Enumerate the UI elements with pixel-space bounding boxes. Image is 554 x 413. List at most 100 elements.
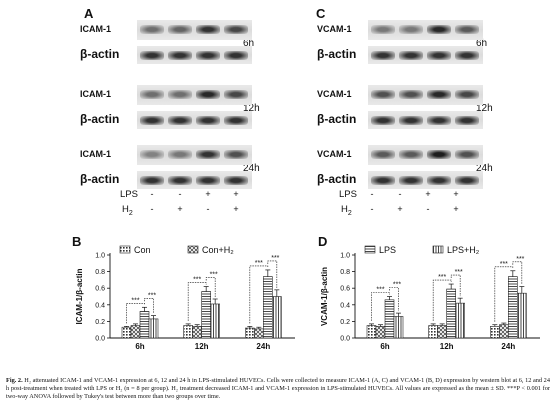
y-tick-label: 1.0: [340, 253, 350, 260]
actin-blot-strip: [137, 46, 252, 64]
h2-value: +: [453, 204, 459, 214]
target-label: ICAM-1: [80, 149, 111, 159]
time-label: 24h: [243, 163, 260, 174]
actin-blot-strip: [368, 46, 483, 64]
target-label: VCAM-1: [317, 24, 352, 34]
significance-label: ***: [131, 297, 139, 304]
legend-label: LPS: [379, 245, 396, 255]
significance-label: ***: [516, 256, 524, 263]
significance-label: ***: [148, 292, 156, 299]
actin-band: [196, 51, 220, 60]
bar: [490, 326, 500, 339]
actin-band: [371, 116, 395, 125]
bar: [437, 325, 447, 339]
legend-swatch: [432, 245, 444, 254]
caption-text: H₂ attenuated ICAM-1 and VCAM-1 expressi…: [6, 377, 550, 401]
significance-bracket: [205, 277, 216, 297]
significance-bracket: [389, 287, 399, 312]
actin-band: [224, 176, 248, 185]
lps-value: +: [233, 189, 239, 199]
actin-band: [168, 176, 192, 185]
y-tick-label: 0.6: [95, 286, 105, 293]
significance-bracket: [494, 266, 514, 322]
target-band: [140, 25, 164, 34]
significance-bracket: [432, 279, 452, 321]
actin-blot-strip: [137, 111, 252, 129]
actin-band: [399, 176, 423, 185]
actin-band: [399, 116, 423, 125]
legend-swatch: [119, 245, 131, 254]
legend-label: Con+H₂: [202, 245, 234, 255]
x-tick-label: 24h: [256, 342, 270, 351]
figure-caption: Fig. 2. H₂ attenuated ICAM-1 and VCAM-1 …: [6, 377, 550, 402]
h2-value: +: [397, 204, 403, 214]
y-axis-label: ICAM-1/β-actin: [75, 268, 84, 324]
actin-band: [455, 116, 479, 125]
bar: [272, 296, 282, 339]
bar-chart-vcam: LPS LPS+H₂ 0.0 0.2 0.4 0.6 0.8 1.0 VCAM-1/β-acti…: [320, 245, 540, 351]
legend-label: LPS+H₂: [447, 245, 480, 255]
significance-bracket: [126, 302, 145, 324]
bar: [254, 328, 264, 339]
bar: [455, 302, 465, 339]
actin-label: β-actin: [317, 47, 357, 61]
actin-band: [371, 176, 395, 185]
actin-band: [224, 51, 248, 60]
h2-row-label: H2: [122, 204, 133, 217]
actin-band: [168, 116, 192, 125]
h2-row-label: H2: [341, 204, 352, 217]
bar-chart-icam: Con Con+H₂ 0.0 0.2 0.4 0.6 0.8 1.0 ICAM-1/β-acti…: [75, 245, 295, 351]
target-label: VCAM-1: [317, 89, 352, 99]
bar: [366, 325, 377, 339]
target-band: [224, 25, 248, 34]
target-blot-strip: [137, 145, 252, 165]
target-band: [371, 25, 395, 34]
actin-band: [168, 51, 192, 60]
actin-band: [371, 51, 395, 60]
bar: [148, 318, 159, 339]
lps-value: -: [178, 189, 182, 199]
actin-band: [455, 51, 479, 60]
lps-value: +: [205, 189, 211, 199]
x-tick-label: 24h: [501, 342, 515, 351]
target-band: [196, 150, 220, 159]
target-band: [399, 90, 423, 99]
target-band: [140, 150, 164, 159]
actin-label: β-actin: [80, 112, 120, 126]
target-blot-strip: [368, 20, 483, 40]
actin-band: [140, 51, 164, 60]
bar: [508, 276, 518, 339]
target-band: [168, 90, 192, 99]
legend-swatch: [187, 245, 199, 254]
h2-label-main: H: [122, 204, 129, 215]
actin-band: [427, 176, 451, 185]
bar: [263, 276, 273, 339]
panel-label-c: C: [316, 6, 326, 21]
target-band: [371, 150, 395, 159]
h2-value: +: [177, 204, 183, 214]
significance-label: ***: [393, 282, 401, 289]
significance-label: ***: [271, 255, 279, 262]
caption-fig-label: Fig. 2.: [6, 377, 23, 384]
bar: [210, 303, 220, 339]
h2-label-sub: 2: [128, 209, 133, 217]
legend-label: Con: [134, 245, 151, 255]
target-blot-strip: [368, 145, 483, 165]
actin-label: β-actin: [317, 112, 357, 126]
legend-swatch: [364, 245, 376, 254]
target-band: [455, 90, 479, 99]
target-band: [399, 150, 423, 159]
bar: [393, 316, 404, 339]
h2-value: -: [150, 204, 154, 214]
h2-value: -: [206, 204, 210, 214]
y-tick-label: 0.2: [95, 319, 105, 326]
actin-band: [427, 51, 451, 60]
lps-value: +: [453, 189, 459, 199]
actin-blot-strip: [137, 171, 252, 189]
h2-label-main: H: [341, 204, 348, 215]
target-label: ICAM-1: [80, 24, 111, 34]
bar: [121, 326, 132, 339]
bar: [192, 326, 202, 339]
target-blot-strip: [137, 20, 252, 40]
panel-label-b: B: [72, 234, 82, 249]
